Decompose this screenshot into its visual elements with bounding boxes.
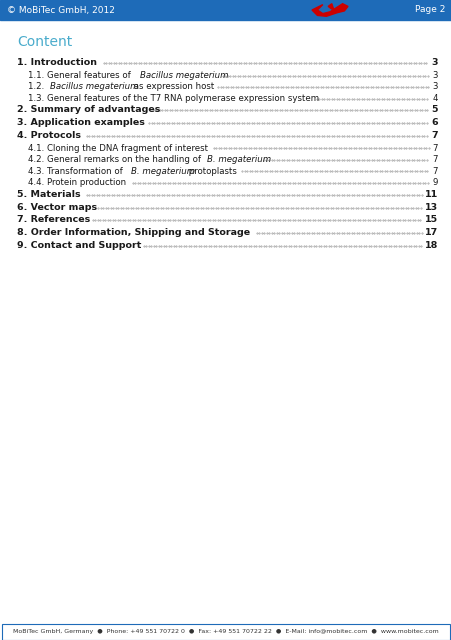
Text: 1.3. General features of the T7 RNA polymerase expression system: 1.3. General features of the T7 RNA poly…: [28, 94, 318, 103]
Text: MoBiTec GmbH, Germany  ●  Phone: +49 551 70722 0  ●  Fax: +49 551 70722 22  ●  E: MoBiTec GmbH, Germany ● Phone: +49 551 7…: [13, 630, 438, 634]
Text: Bacillus megaterium: Bacillus megaterium: [50, 83, 138, 92]
Text: 7: 7: [432, 166, 437, 176]
Text: B. megaterium: B. megaterium: [131, 166, 195, 176]
Bar: [0, 0, 451, 20]
Text: 11: 11: [424, 189, 437, 198]
Polygon shape: [311, 4, 347, 16]
Text: 5: 5: [431, 106, 437, 115]
Text: 1. Introduction: 1. Introduction: [17, 58, 97, 67]
Polygon shape: [327, 4, 333, 9]
Text: 2. Summary of advantages: 2. Summary of advantages: [17, 106, 160, 115]
Text: 5. Materials: 5. Materials: [17, 189, 80, 198]
Text: 4. Protocols: 4. Protocols: [17, 131, 81, 140]
Bar: [2, 624, 449, 640]
Text: 3: 3: [431, 58, 437, 67]
Text: 7: 7: [430, 131, 437, 140]
Text: 4.2. General remarks on the handling of: 4.2. General remarks on the handling of: [28, 156, 203, 164]
Text: 17: 17: [424, 228, 437, 237]
Text: 1.2.: 1.2.: [28, 83, 47, 92]
Text: 4: 4: [432, 94, 437, 103]
Text: as expression host: as expression host: [131, 83, 214, 92]
Text: © MoBiTec GmbH, 2012: © MoBiTec GmbH, 2012: [7, 6, 115, 15]
Text: 4.3. Transformation of: 4.3. Transformation of: [28, 166, 125, 176]
Text: Page 2: Page 2: [414, 6, 444, 15]
Text: 6: 6: [430, 118, 437, 127]
Text: protoplasts: protoplasts: [186, 166, 237, 176]
Text: 3: 3: [432, 71, 437, 80]
Text: 9: 9: [432, 178, 437, 187]
Text: 15: 15: [424, 215, 437, 224]
Text: 4.4. Protein production: 4.4. Protein production: [28, 178, 126, 187]
Text: 13: 13: [424, 202, 437, 211]
Text: 3. Application examples: 3. Application examples: [17, 118, 145, 127]
Text: 18: 18: [423, 241, 437, 250]
Text: Bacillus megaterium: Bacillus megaterium: [140, 71, 228, 80]
Text: 6. Vector maps: 6. Vector maps: [17, 202, 97, 211]
Text: 4.1. Cloning the DNA fragment of interest: 4.1. Cloning the DNA fragment of interes…: [28, 144, 207, 153]
Text: 8. Order Information, Shipping and Storage: 8. Order Information, Shipping and Stora…: [17, 228, 249, 237]
Text: 7: 7: [432, 156, 437, 164]
Text: 7. References: 7. References: [17, 215, 90, 224]
Text: Content: Content: [17, 35, 72, 49]
Text: 3: 3: [432, 83, 437, 92]
Text: 7: 7: [432, 144, 437, 153]
Text: 1.1. General features of: 1.1. General features of: [28, 71, 133, 80]
Text: 9. Contact and Support: 9. Contact and Support: [17, 241, 141, 250]
Text: B. megaterium: B. megaterium: [207, 156, 271, 164]
